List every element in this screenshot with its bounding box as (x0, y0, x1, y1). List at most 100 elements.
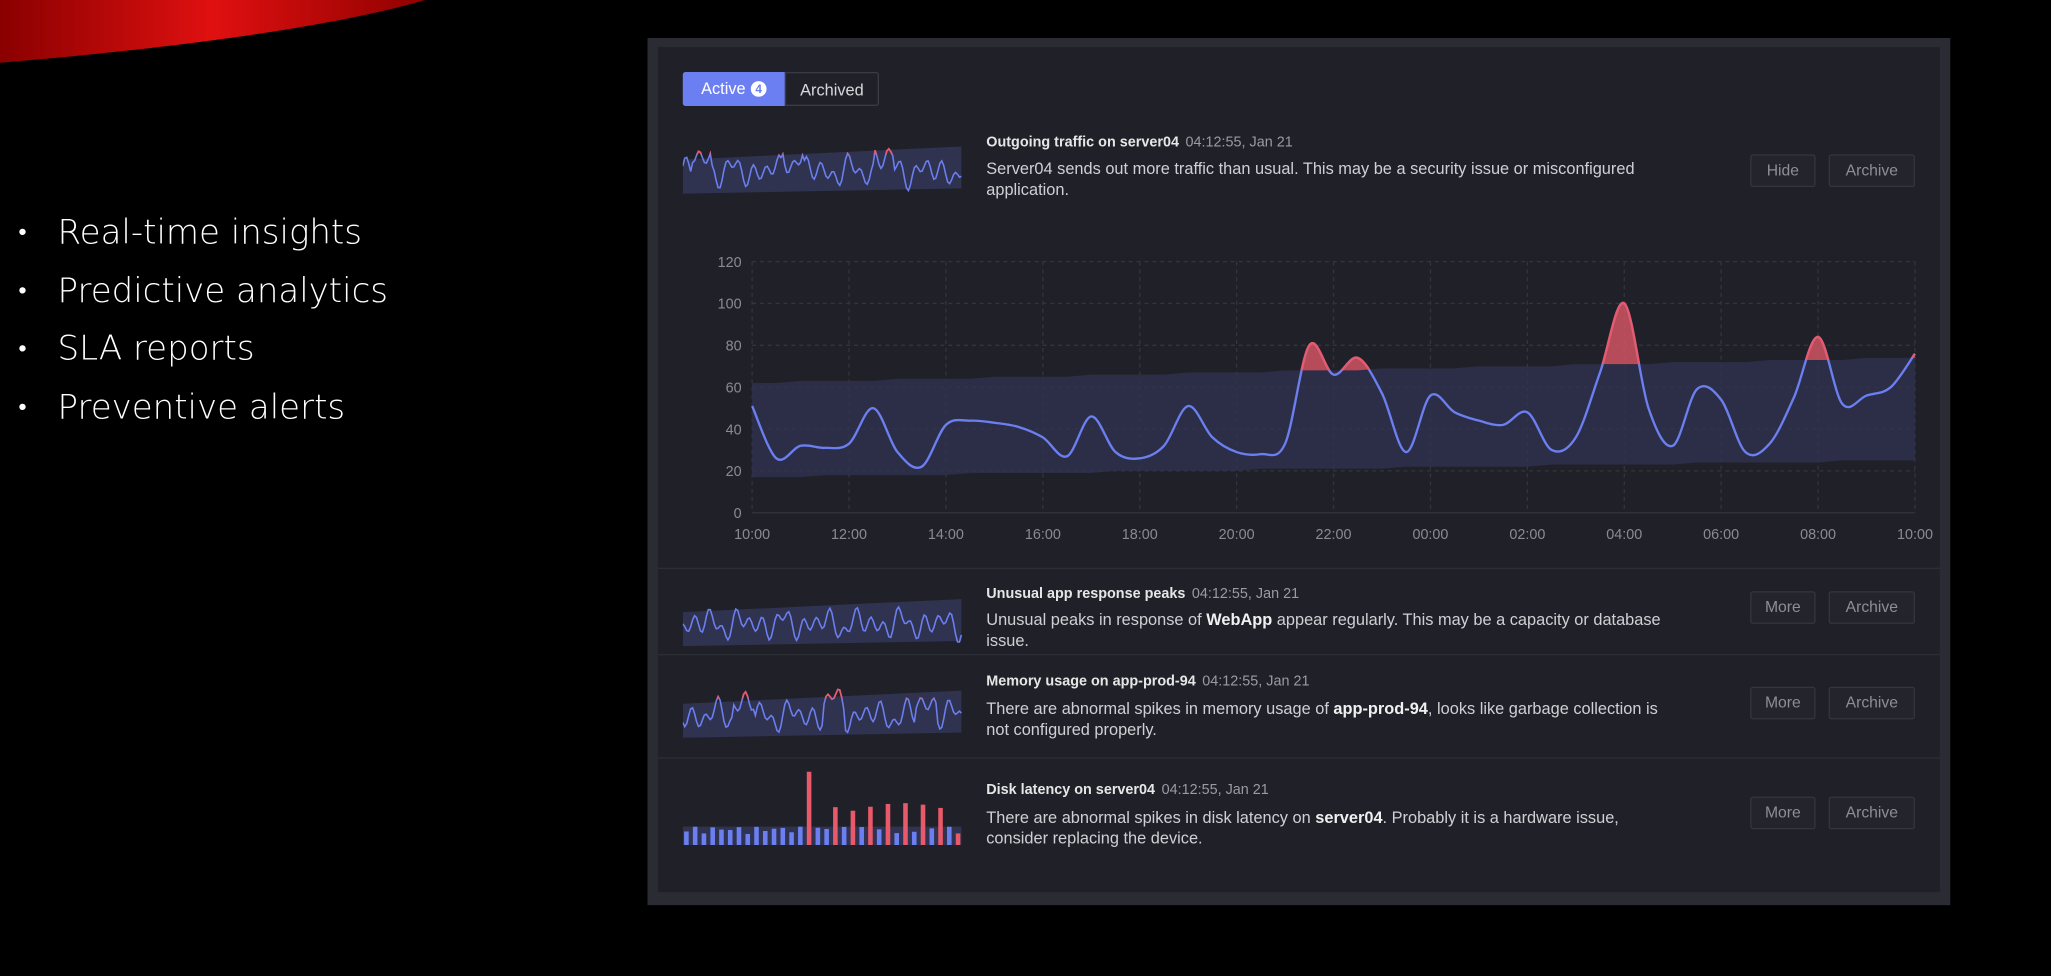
tab-label: Active (701, 79, 746, 99)
alert-title-text: Memory usage on app-prod-94 (986, 673, 1196, 690)
x-tick-label: 08:00 (1800, 527, 1836, 543)
sparkline-bar (745, 833, 751, 845)
alert-description: Unusual peaks in response of WebApp appe… (986, 610, 1666, 652)
button[interactable]: Hide (1750, 154, 1816, 188)
separator (657, 757, 1940, 759)
sparkline (682, 688, 962, 738)
description-text: There are abnormal spikes in disk latenc… (986, 808, 1316, 827)
bullet-item: • Preventive alerts (18, 389, 345, 428)
sparkline-bar (692, 826, 698, 845)
sparkline-band (682, 146, 962, 194)
sparkline-bar (885, 803, 891, 845)
sparkline-line (682, 688, 962, 734)
anomaly-area (752, 303, 1915, 383)
sparkline-line (682, 605, 963, 643)
tab-badge: 4 (750, 81, 767, 97)
bullet-dot: • (18, 276, 27, 305)
decoration (0, 0, 426, 63)
expected-band (752, 357, 1915, 478)
alert-time: 04:12:55, Jan 21 (1191, 586, 1300, 602)
sparkline-bar (876, 829, 882, 845)
sparkline-band (682, 599, 962, 647)
alert-time: 04:12:55, Jan 21 (1202, 673, 1310, 690)
alert-title: Memory usage on app-prod-94 04:12:55, Jan… (986, 674, 1309, 690)
red-swoosh (0, 0, 426, 63)
alert-title: Disk latency on server04 04:12:55, Jan 21 (986, 782, 1269, 798)
alert-title-text: Unusual app response peaks (986, 586, 1186, 602)
x-tick-label: 20:00 (1219, 527, 1255, 543)
sparkline-band (682, 826, 962, 845)
alert-title-text: Disk latency on server04 (986, 782, 1156, 798)
sparkline-bar (719, 829, 724, 845)
tab-archived[interactable]: Archived (784, 71, 880, 106)
bullet-item: • Real-time insights (18, 213, 362, 252)
x-tick-label: 16:00 (1025, 527, 1061, 543)
description-text: Server04 sends out more traffic than usu… (986, 159, 1635, 199)
sparkline-bar (824, 828, 829, 845)
sparkline-bar (684, 831, 689, 845)
sparkline-bar (911, 831, 917, 845)
button[interactable]: Archive (1828, 591, 1915, 624)
y-tick-label: 0 (734, 506, 742, 522)
sparkline-bar (938, 807, 943, 845)
alert-time: 04:12:55, Jan 21 (1161, 782, 1269, 798)
sparkline-bar (727, 829, 733, 845)
bullet-dot: • (18, 393, 27, 422)
bullet-text: SLA reports (57, 330, 255, 370)
button[interactable]: Archive (1828, 796, 1915, 830)
sparkline-bar (833, 807, 838, 845)
sparkline-bar (798, 826, 803, 845)
button[interactable]: Archive (1828, 686, 1915, 720)
tab-active[interactable]: Active 4 (682, 71, 785, 106)
x-tick-label: 06:00 (1703, 527, 1739, 543)
description-text: app-prod-94 (1333, 699, 1428, 719)
sparkline-bar (701, 833, 707, 845)
sparkline-bar (929, 828, 935, 845)
y-tick-label: 60 (726, 380, 742, 396)
sparkline-bar (736, 827, 742, 845)
anomalies (752, 303, 1915, 383)
alert-time: 04:12:55, Jan 21 (1185, 134, 1293, 151)
x-tick-label: 22:00 (1316, 527, 1352, 543)
description-text: . Probably it is a hardware issue, consi… (986, 808, 1619, 848)
sparkline-bar (850, 810, 856, 845)
description-text: WebApp (1206, 610, 1273, 630)
alert-title: Unusual app response peaks 04:12:55, Jan … (986, 586, 1299, 602)
y-tick-label: 40 (726, 422, 742, 438)
button[interactable]: More (1750, 686, 1816, 720)
sparkline-band (682, 690, 962, 738)
sparkline-bar (859, 827, 864, 845)
sparkline-line (682, 147, 962, 193)
sparkline-bar (789, 832, 794, 845)
alert-title-text: Outgoing traffic on server04 (986, 134, 1179, 151)
sparkline-bar (947, 826, 952, 845)
description-text: Unusual peaks in response of (986, 610, 1207, 630)
sparkline-bar (903, 803, 908, 845)
sparkline-bar (762, 831, 768, 845)
sparkline (682, 771, 962, 845)
x-tick-label: 10:00 (734, 527, 770, 543)
sparkline-bar (780, 827, 786, 845)
separator (657, 654, 1940, 656)
sparkline-bar (754, 826, 759, 845)
sparkline-bar (841, 826, 847, 845)
sparkline-bar (955, 833, 961, 845)
x-tick-label: 00:00 (1412, 527, 1448, 543)
x-tick-label: 10:00 (1897, 527, 1933, 543)
x-tick-label: 12:00 (831, 527, 867, 543)
tab-label: Archived (800, 81, 864, 100)
bullet-text: Preventive alerts (57, 388, 346, 428)
bullet-text: Real-time insights (57, 213, 362, 253)
button[interactable]: More (1750, 796, 1816, 830)
bullet-text: Predictive analytics (57, 271, 389, 311)
button[interactable]: Archive (1828, 154, 1915, 188)
sparkline-bar (868, 806, 873, 845)
anomaly-line (752, 302, 1915, 383)
sparkline-bar (920, 804, 926, 845)
x-tick-label: 18:00 (1122, 527, 1158, 543)
sparkline-bar (771, 828, 777, 845)
button[interactable]: More (1750, 591, 1816, 624)
sparkline-bar (710, 827, 715, 845)
